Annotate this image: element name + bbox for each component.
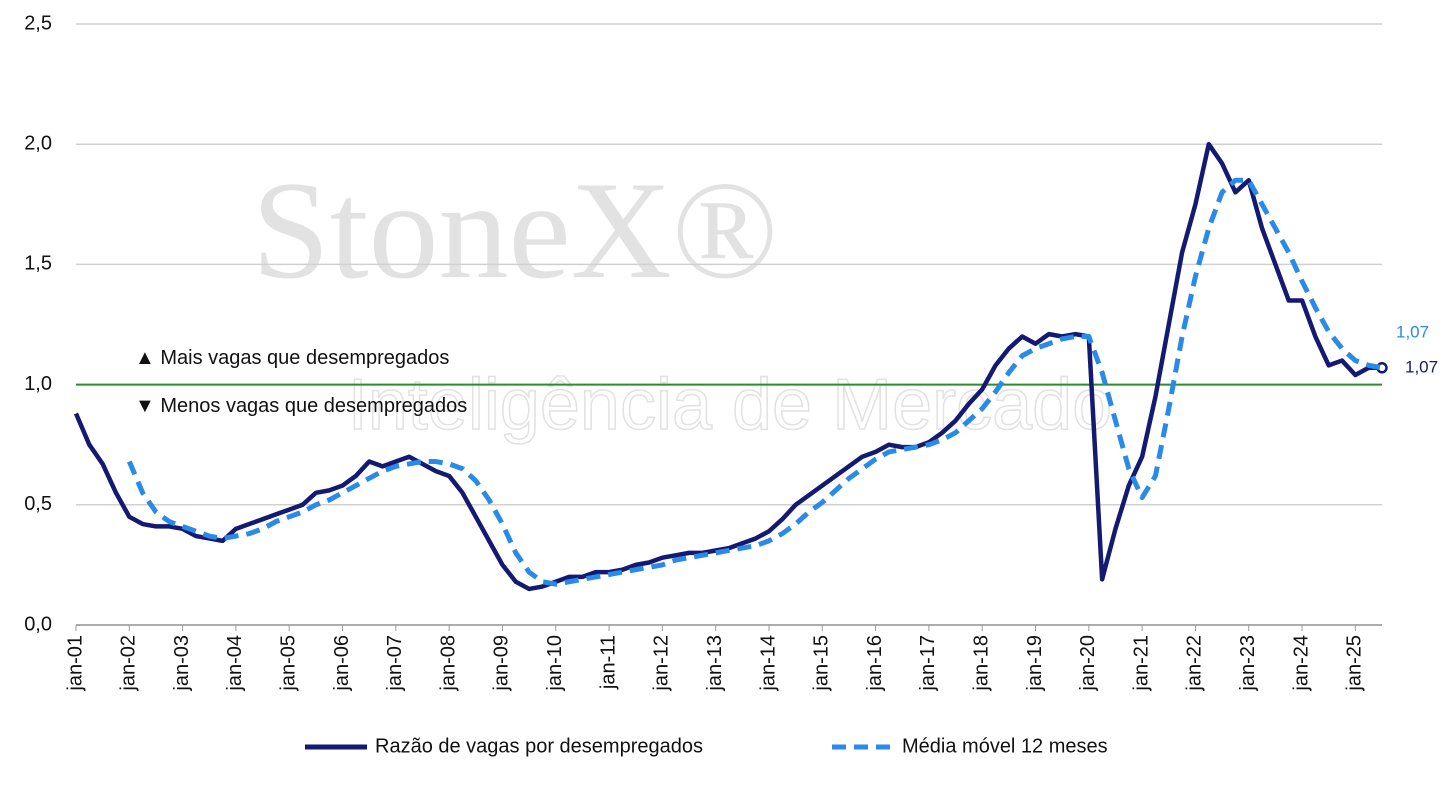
x-tick-label: jan-03 xyxy=(171,635,193,692)
x-tick-label: jan-01 xyxy=(64,635,86,692)
y-tick-label: 1,5 xyxy=(24,253,52,275)
x-tick-label: jan-04 xyxy=(224,635,246,692)
x-tick-label: jan-19 xyxy=(1024,635,1046,692)
y-tick-label: 2,5 xyxy=(24,12,52,34)
x-tick-label: jan-17 xyxy=(917,635,939,692)
x-tick-label: jan-23 xyxy=(1237,635,1259,692)
x-tick-label: jan-13 xyxy=(704,635,726,692)
x-tick-label: jan-02 xyxy=(118,635,140,692)
annotation: ▼ Menos vagas que desempregados xyxy=(135,395,467,417)
series-line xyxy=(127,177,1383,587)
y-tick-label: 0,0 xyxy=(24,613,52,635)
x-tick-label: jan-14 xyxy=(757,635,779,692)
x-tick-label: jan-08 xyxy=(437,635,459,692)
y-tick-label: 2,0 xyxy=(24,132,52,154)
x-tick-label: jan-15 xyxy=(811,635,833,692)
watermark: StoneX® xyxy=(252,153,778,308)
annotation: ▲ Mais vagas que desempregados xyxy=(135,347,449,369)
x-tick-label: jan-16 xyxy=(864,635,886,692)
y-tick-label: 1,0 xyxy=(24,373,52,395)
x-tick-label: jan-18 xyxy=(970,635,992,692)
legend-label: Razão de vagas por desempregados xyxy=(375,735,703,757)
x-tick-label: jan-22 xyxy=(1184,635,1206,692)
end-label: 1,07 xyxy=(1405,357,1438,376)
x-tick-label: jan-25 xyxy=(1344,635,1366,692)
x-tick-label: jan-05 xyxy=(278,635,300,692)
x-tick-label: jan-10 xyxy=(544,635,566,692)
x-tick-label: jan-09 xyxy=(491,635,513,692)
legend-label: Média móvel 12 meses xyxy=(902,735,1108,757)
x-tick-label: jan-24 xyxy=(1290,635,1312,692)
end-label: 1,07 xyxy=(1396,322,1429,341)
y-tick-label: 0,5 xyxy=(24,493,52,515)
x-tick-label: jan-20 xyxy=(1077,635,1099,692)
x-tick-label: jan-11 xyxy=(597,635,619,690)
x-tick-label: jan-12 xyxy=(651,635,673,692)
x-tick-label: jan-06 xyxy=(331,635,353,692)
x-tick-label: jan-07 xyxy=(384,635,406,692)
x-tick-label: jan-21 xyxy=(1130,635,1152,692)
